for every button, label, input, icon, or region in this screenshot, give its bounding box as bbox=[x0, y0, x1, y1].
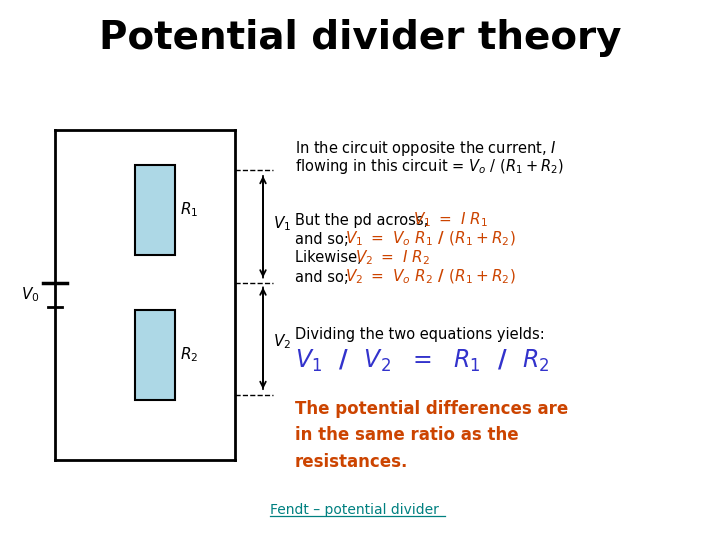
Text: $V_2$: $V_2$ bbox=[273, 332, 291, 350]
Text: and so;: and so; bbox=[295, 232, 354, 246]
Text: $\mathit{V_1}$  /  $\mathit{V_2}$  $=$  $\mathit{R_1}$  /  $\mathit{R_2}$: $\mathit{V_1}$ / $\mathit{V_2}$ $=$ $\ma… bbox=[295, 348, 549, 374]
Text: $\mathit{V_2}$ $=$ $\mathit{I}$ $\mathit{R_2}$: $\mathit{V_2}$ $=$ $\mathit{I}$ $\mathit… bbox=[355, 248, 430, 267]
Text: Dividing the two equations yields:: Dividing the two equations yields: bbox=[295, 327, 545, 342]
Text: $R_1$: $R_1$ bbox=[180, 201, 198, 219]
Text: $V_1$: $V_1$ bbox=[273, 214, 291, 233]
Text: flowing in this circuit = $\mathit{V_o}$ / $\mathit{(R_1 + R_2)}$: flowing in this circuit = $\mathit{V_o}$… bbox=[295, 158, 564, 177]
Text: Potential divider theory: Potential divider theory bbox=[99, 19, 621, 57]
Text: $V_0$: $V_0$ bbox=[21, 286, 40, 305]
Text: $\mathit{V_2}$ $=$ $\mathit{V_o}$ $\mathit{R_2}$ / $\mathit{(R_1 + R_2)}$: $\mathit{V_2}$ $=$ $\mathit{V_o}$ $\math… bbox=[345, 268, 516, 286]
Text: Fendt – potential divider: Fendt – potential divider bbox=[270, 503, 439, 517]
Text: $\mathit{V_1}$ $=$ $\mathit{V_o}$ $\mathit{R_1}$ / $\mathit{(R_1 + R_2)}$: $\mathit{V_1}$ $=$ $\mathit{V_o}$ $\math… bbox=[345, 230, 516, 248]
Text: $\mathit{V_1}$ $=$ $\mathit{I}$ $\mathit{R_1}$: $\mathit{V_1}$ $=$ $\mathit{I}$ $\mathit… bbox=[413, 211, 488, 229]
Text: $R_2$: $R_2$ bbox=[180, 346, 198, 365]
Text: The potential differences are
in the same ratio as the
resistances.: The potential differences are in the sam… bbox=[295, 400, 568, 471]
Bar bbox=[135, 165, 175, 255]
Text: But the pd across,: But the pd across, bbox=[295, 213, 433, 227]
Text: Likewise,: Likewise, bbox=[295, 251, 366, 266]
Text: and so;: and so; bbox=[295, 269, 354, 285]
Text: In the circuit opposite the current, $\mathit{I}$: In the circuit opposite the current, $\m… bbox=[295, 138, 557, 158]
Bar bbox=[135, 310, 175, 400]
